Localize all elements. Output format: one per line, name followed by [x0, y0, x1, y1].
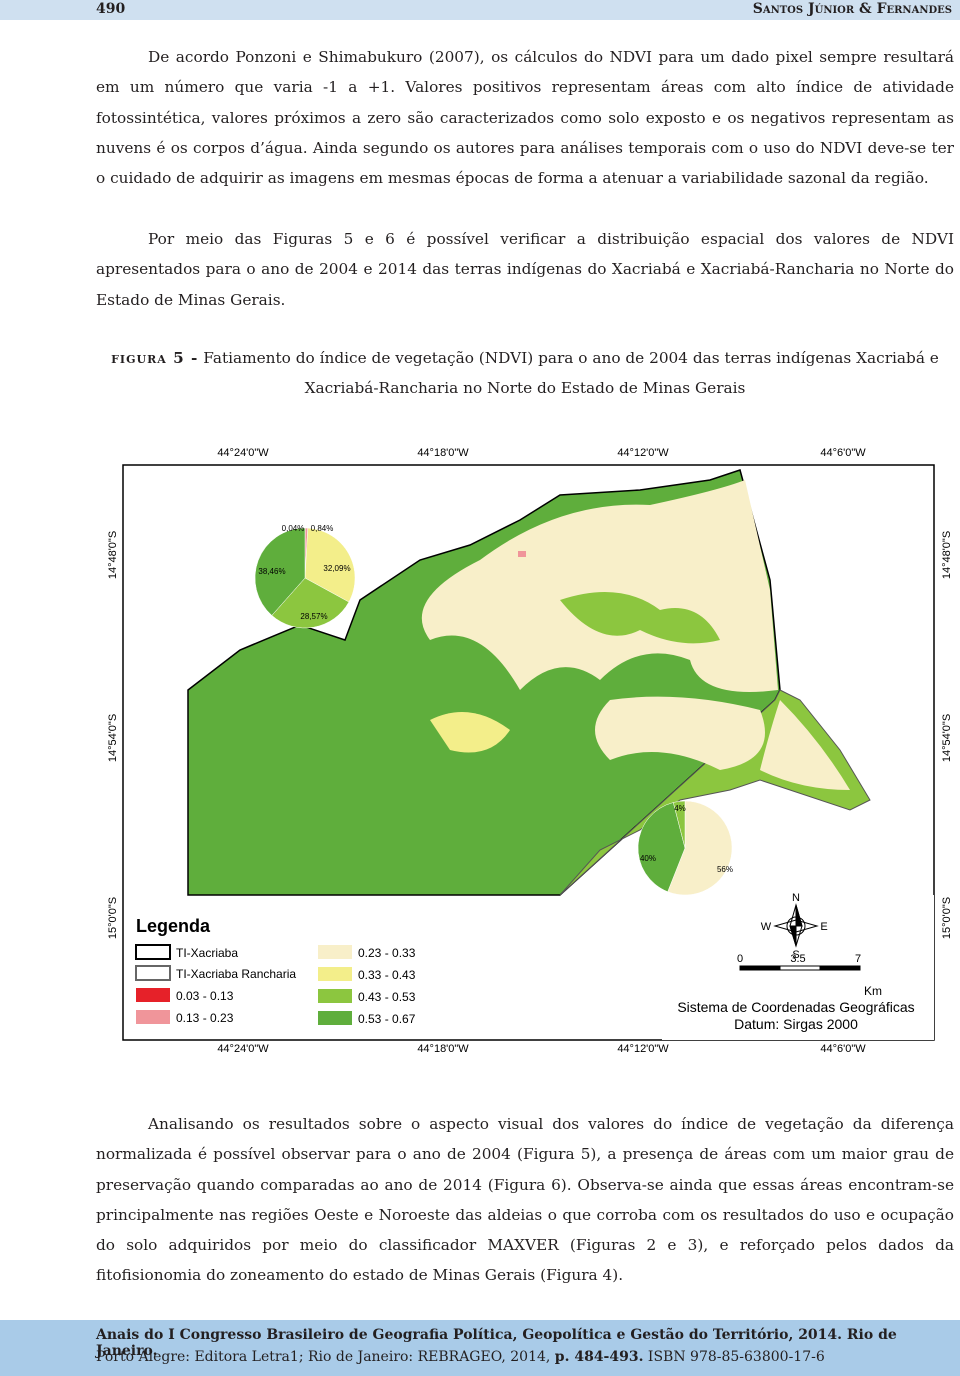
pie-label: 0,04% [282, 524, 305, 533]
coord-label: 44°12'0"W [617, 1043, 669, 1055]
compass-w: W [761, 921, 772, 933]
page-number: 490 [96, 1, 126, 17]
north-arrow [773, 903, 819, 948]
pie-slice [667, 800, 733, 896]
pie-label: 28,57% [300, 612, 327, 621]
scale-label: 3.5 [790, 953, 805, 965]
pie-slice [304, 527, 356, 603]
compass-n: N [792, 892, 800, 904]
footer-isbn: ISBN 978-85-63800-17-6 [647, 1349, 825, 1365]
legend-swatch [136, 988, 170, 1002]
compass-s: S [792, 949, 799, 961]
map-figure: 44°24'0"W 44°18'0"W 44°12'0"W 44°6'0"W 44°24… [107, 447, 953, 1055]
legend-title: Legenda [136, 916, 211, 936]
paragraph: Por meio das Figuras 5 e 6 é possível ve… [96, 230, 954, 309]
legend-box [131, 901, 331, 939]
legend-label: 0.43 - 0.53 [358, 990, 416, 1004]
datum-label: Datum: Sirgas 2000 [734, 1016, 858, 1032]
caption-text: Fatiamento do índice de vegetação (NDVI)… [203, 349, 939, 397]
legend-label: TI-Xacriaba Rancharia [176, 967, 296, 981]
legend-label: 0.23 - 0.33 [358, 946, 416, 960]
pie-slice [254, 527, 306, 616]
compass-e: E [820, 921, 827, 933]
ndvi-zone [430, 712, 510, 753]
legend-swatch [136, 1010, 170, 1024]
legend-swatch [318, 989, 352, 1003]
scale-bar [739, 965, 861, 971]
footer-text: Porto Alegre: Editora Letra1; Rio de Jan… [96, 1349, 551, 1365]
legend-swatch [318, 945, 352, 959]
scale-label: 7 [855, 953, 861, 965]
ndvi-zone [518, 551, 526, 557]
coord-label: 44°18'0"W [417, 1043, 469, 1055]
pie-slice [271, 577, 350, 629]
paragraph: Analisando os resultados sobre o aspecto… [96, 1115, 954, 1285]
coord-label: 15°0'0"S [107, 897, 119, 939]
legend-label: 0.33 - 0.43 [358, 968, 416, 982]
coord-label: 15°0'0"S [941, 897, 953, 939]
legend-label: 0.13 - 0.23 [176, 1011, 234, 1025]
paragraph: De acordo Ponzoni e Shimabukuro (2007), … [96, 48, 954, 188]
coord-label: 14°54'0"S [941, 714, 953, 762]
footer-line: Anais do I Congresso Brasileiro de Geogr… [96, 1327, 897, 1359]
scale-unit: Km [864, 984, 882, 998]
ndvi-zone [560, 592, 720, 644]
pie-label: 4% [674, 804, 686, 813]
figure-caption: figura 5 - Fatiamento do índice de veget… [96, 343, 954, 403]
pie-label: 40% [640, 854, 656, 863]
scale-label: 0 [737, 953, 743, 965]
legend-label: TI-Xacriaba [176, 946, 238, 960]
pie-label: 0,84% [311, 524, 334, 533]
crs-label: Sistema de Coordenadas Geográficas [677, 999, 914, 1015]
legend-swatch [135, 965, 171, 981]
footer-line: Porto Alegre: Editora Letra1; Rio de Jan… [96, 1349, 825, 1365]
coord-label: 44°6'0"W [820, 447, 866, 459]
figure-label: figura 5 - [111, 349, 199, 367]
pie-label: 56% [717, 865, 733, 874]
pie-label: 38,46% [258, 567, 285, 576]
legend-label: 0.03 - 0.13 [176, 989, 234, 1003]
legend-swatch [318, 1011, 352, 1025]
footer: Anais do I Congresso Brasileiro de Geogr… [0, 1320, 960, 1376]
legend-swatch [135, 944, 171, 960]
ndvi-zone [595, 696, 765, 770]
pie-label: 32,09% [323, 564, 350, 573]
ndvi-zone [760, 700, 850, 790]
coord-label: 14°48'0"S [941, 531, 953, 579]
authors: Santos Júnior & Fernandes [752, 1, 952, 17]
footer-pages: p. 484-493. [554, 1349, 644, 1365]
coord-label: 44°24'0"W [217, 1043, 269, 1055]
pie-slice [637, 802, 686, 893]
legend-swatch [318, 967, 352, 981]
coord-label: 44°12'0"W [617, 447, 669, 459]
coord-label: 14°54'0"S [107, 714, 119, 762]
coord-label: 44°24'0"W [217, 447, 269, 459]
coord-label: 44°18'0"W [417, 447, 469, 459]
coord-label: 14°48'0"S [107, 531, 119, 579]
coord-label: 44°6'0"W [820, 1043, 866, 1055]
legend-label: 0.53 - 0.67 [358, 1012, 416, 1026]
running-header: 490 Santos Júnior & Fernandes [0, 0, 960, 20]
pie-slice [673, 800, 686, 849]
